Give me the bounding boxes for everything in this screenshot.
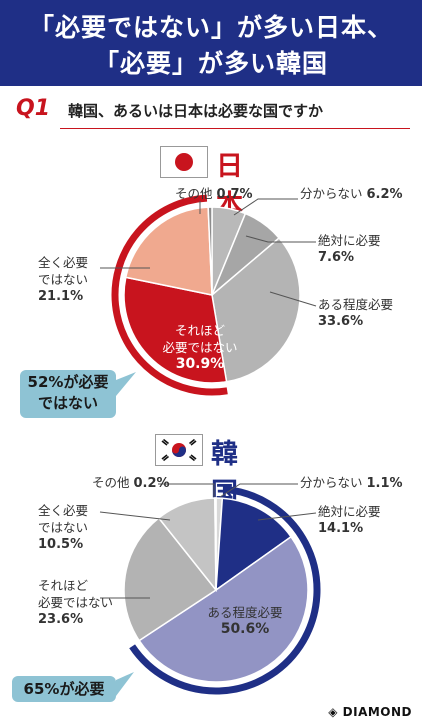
jp-callout: 52%が必要 ではない (20, 370, 116, 418)
kr-label-zettai: 絶対に必要 14.1% (318, 504, 381, 536)
jp-slice-2 (211, 236, 301, 383)
jp-label-mattaku: 全く必要 ではない 21.1% (38, 255, 89, 304)
kr-highlight-ring (129, 485, 321, 695)
korea-flag-graphic (161, 438, 197, 462)
kr-slice-3 (123, 516, 218, 642)
kr-label-mattaku: 全く必要 ではない 10.5% (38, 503, 89, 552)
leader-line-2 (245, 235, 316, 243)
jp-label-zettai: 絶対に必要 7.6% (318, 233, 381, 265)
question-row: Q1 韓国、あるいは日本は必要な国ですか (0, 94, 422, 126)
kr-label-aruteido: ある程度必要 50.6% (207, 605, 283, 637)
jp-slice-4 (124, 206, 213, 296)
leader-line-3 (269, 291, 317, 307)
brand-logo: ◈ DIAMOND (328, 705, 412, 719)
kr-label-wakaranai: 分からない 1.1% (300, 475, 403, 491)
japan-pie (111, 194, 301, 396)
leader-line-6 (219, 483, 298, 498)
question-number: Q1 (16, 96, 51, 121)
kr-label-sonota: その他 0.2% (92, 475, 170, 491)
kr-slice-1 (215, 497, 293, 592)
question-underline (60, 128, 410, 129)
kr-slice-5 (214, 497, 217, 591)
jp-slice-3 (123, 276, 228, 384)
kr-callout-tail (116, 672, 134, 696)
kr-label-sorehodo: それほど 必要ではない 23.6% (38, 578, 114, 627)
leader-lines (99, 198, 317, 599)
korea-flag-icon (155, 434, 203, 466)
question-text: 韓国、あるいは日本は必要な国ですか (68, 102, 324, 120)
diamond-logo-icon: ◈ (328, 705, 338, 719)
header-banner: 「必要ではない」が多い日本、 「必要」が多い韓国 (0, 0, 422, 86)
japan-flag-icon (160, 146, 208, 178)
jp-slice-5 (207, 206, 213, 296)
leader-line-5 (158, 483, 215, 497)
korea-pie (123, 485, 321, 695)
jp-highlight-ring (111, 194, 228, 396)
headline-line-1: 「必要ではない」が多い日本、 (28, 13, 393, 42)
brand-name: DIAMOND (342, 705, 412, 719)
leader-line-8 (99, 511, 171, 521)
jp-label-aruteido: ある程度必要 33.6% (318, 297, 394, 329)
headline-line-2: 「必要」が多い韓国 (93, 49, 328, 78)
kr-slice-2 (138, 535, 309, 683)
jp-callout-tail (116, 372, 136, 396)
jp-label-sorehodo: それほど 必要ではない 30.9% (162, 323, 238, 372)
jp-label-wakaranai: 分からない 6.2% (300, 186, 403, 202)
jp-label-sonota: その他 0.7% (175, 186, 253, 202)
leader-line-7 (257, 512, 317, 521)
kr-callout: 65%が必要 (12, 676, 116, 702)
leader-line-1 (233, 198, 298, 216)
